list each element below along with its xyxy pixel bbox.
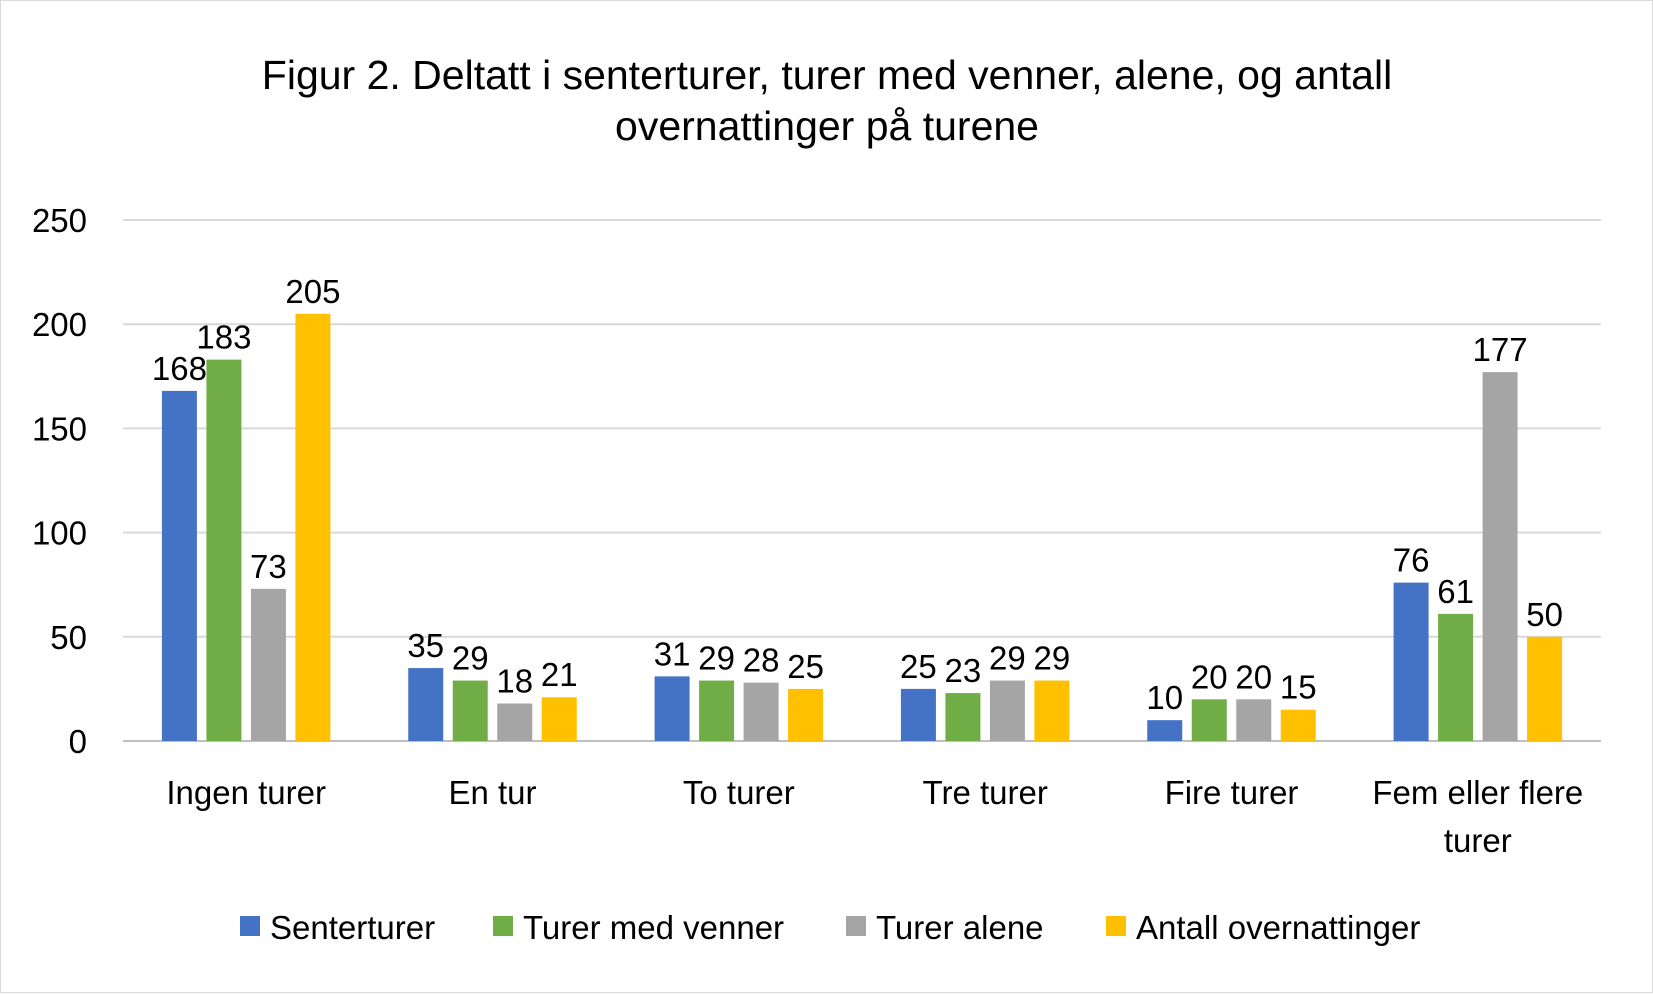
data-label: 23 [945,652,982,689]
x-tick-label: Ingen turer [166,774,326,811]
legend-swatch [493,916,513,936]
data-label: 168 [152,350,207,387]
data-label: 205 [285,273,340,310]
legend-label: Turer med venner [523,909,784,946]
bar [699,680,735,741]
bar [1191,699,1227,741]
bar [1393,582,1429,741]
bar [1147,720,1183,741]
data-label: 29 [698,640,735,677]
gridlines [123,219,1601,742]
data-label: 28 [743,642,780,679]
bar [295,313,331,741]
data-label: 20 [1191,658,1228,695]
data-label: 31 [654,635,691,672]
chart-title: Figur 2. Deltatt i senterturer, turer me… [262,52,1392,149]
bar [1482,372,1518,741]
x-tick-label: En tur [448,774,536,811]
bar [1236,699,1272,741]
bar [452,680,488,741]
legend-swatch [240,916,260,936]
bar [161,390,197,741]
data-label: 15 [1280,669,1317,706]
data-label: 29 [1034,640,1071,677]
data-label: 25 [787,648,824,685]
bar [1280,709,1316,741]
y-tick-label: 50 [50,619,87,656]
y-tick-label: 250 [32,202,87,239]
data-label: 29 [452,640,489,677]
bar [408,668,444,741]
data-label: 18 [496,662,533,699]
bar [541,697,577,741]
legend-swatch [1106,916,1126,936]
bar [989,680,1025,741]
bar [900,688,936,741]
data-label: 183 [196,319,251,356]
data-label: 35 [407,627,444,664]
y-tick-label: 150 [32,410,87,447]
bar [250,588,286,741]
legend-swatch [846,916,866,936]
bar [1438,613,1474,741]
x-axis-ticks: Ingen turer En tur To turer Tre turer Fire t… [166,774,1583,859]
bar [743,682,779,741]
x-tick-label: turer [1444,822,1512,859]
data-label: 50 [1526,596,1563,633]
x-tick-label: Fem eller flere [1372,774,1583,811]
data-label: 10 [1146,679,1183,716]
legend-label: Turer alene [876,909,1044,946]
data-label: 25 [900,648,937,685]
y-tick-label: 0 [69,723,87,760]
y-tick-label: 100 [32,515,87,552]
x-tick-label: To turer [683,774,795,811]
chart-title-line: Figur 2. Deltatt i senterturer, turer me… [262,52,1392,98]
bar [1034,680,1070,741]
bar [945,693,981,741]
data-label: 61 [1437,573,1474,610]
data-label: 177 [1473,331,1528,368]
bar [788,688,824,741]
legend-label: Senterturer [270,909,435,946]
bar [206,359,242,741]
data-label: 76 [1393,542,1430,579]
data-label: 29 [989,640,1026,677]
data-label: 21 [541,656,578,693]
bar [497,703,533,741]
y-axis-ticks: 0 50 100 150 200 250 [32,202,87,760]
bar [1527,636,1563,741]
chart-title-line: overnattinger på turene [615,103,1039,149]
legend: Senterturer Turer med venner Turer alene An… [240,909,1420,946]
bar [654,676,690,741]
data-label: 20 [1235,658,1272,695]
legend-label: Antall overnattinger [1136,909,1420,946]
x-tick-label: Tre turer [923,774,1048,811]
data-label: 73 [250,548,287,585]
x-tick-label: Fire turer [1165,774,1299,811]
y-tick-label: 200 [32,306,87,343]
bars [161,313,1563,741]
